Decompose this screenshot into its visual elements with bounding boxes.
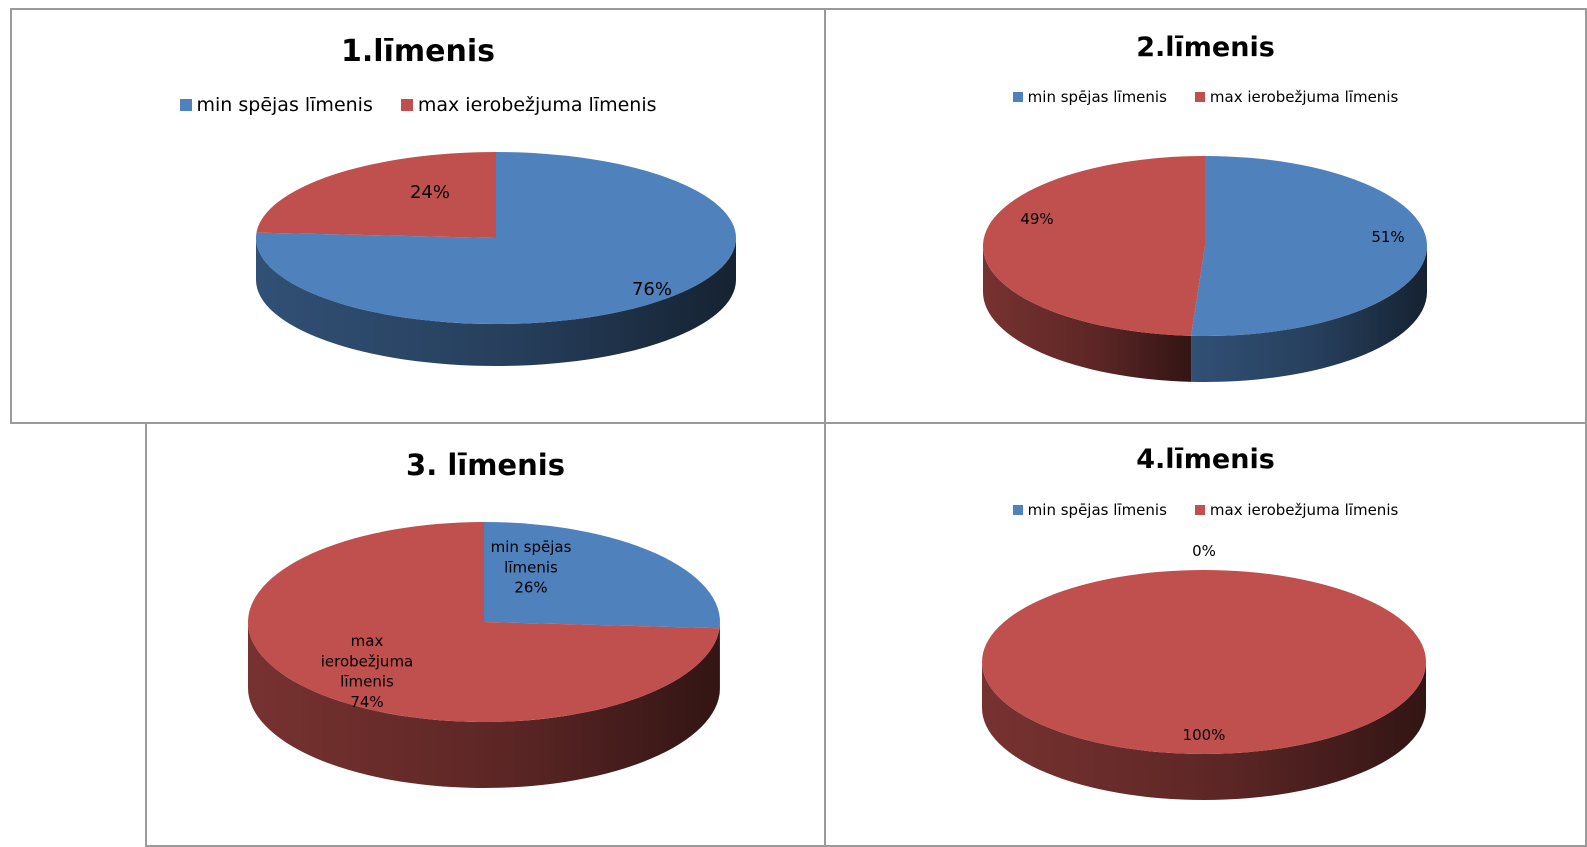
legend-2: min spējas līmenis max ierobežjuma līmen… [826, 88, 1585, 106]
legend-1: min spējas līmenis max ierobežjuma līmen… [12, 94, 824, 116]
pie-side-max-4 [982, 662, 1426, 800]
legend-entry-min-1: min spējas līmenis [179, 94, 373, 116]
pie-side-max-2 [983, 246, 1192, 382]
pie-slice-min-3 [484, 522, 720, 629]
pie-slice-max-1 [256, 152, 496, 238]
data-label-min-4: 0% [1192, 542, 1216, 560]
legend-4: min spējas līmenis max ierobežjuma līmen… [826, 501, 1585, 519]
data-label-min-3: min spējas līmenis 26% [491, 538, 572, 597]
chart-title-2: 2.līmenis [1136, 32, 1275, 63]
pie-slice-max-4 [982, 570, 1426, 754]
pie-slice-max-3 [247, 522, 720, 722]
legend-label-min-2: min spējas līmenis [1027, 88, 1167, 106]
legend-entry-max-1: max ierobežjuma līmenis [400, 94, 657, 116]
legend-entry-max-4: max ierobežjuma līmenis [1194, 501, 1399, 519]
chart-panel-3: 3. līmenis min spējas līmenis 26% max ierobe… [145, 422, 826, 847]
chart-panel-1: 1.līmenis min spējas līmenis max ierobež… [10, 8, 826, 424]
legend-entry-min-2: min spējas līmenis [1012, 88, 1167, 106]
chart-title-3: 3. līmenis [406, 448, 565, 482]
data-label-max-2: 49% [1020, 210, 1053, 228]
data-label-max-1: 24% [410, 182, 450, 203]
legend-entry-min-4: min spējas līmenis [1012, 501, 1167, 519]
pie-chart-3: min spējas līmenis 26% max ierobežjuma līmeni… [247, 522, 720, 788]
legend-swatch-max-2 [1194, 92, 1205, 102]
chart-title-1: 1.līmenis [341, 34, 495, 69]
legend-label-max-4: max ierobežjuma līmenis [1209, 501, 1399, 519]
legend-swatch-min-2 [1012, 92, 1023, 102]
legend-label-max-1: max ierobežjuma līmenis [417, 94, 657, 116]
legend-swatch-min-1 [179, 99, 192, 111]
chart-panel-2: 2.līmenis min spējas līmenis max ierobež… [824, 8, 1587, 424]
data-label-max-3: max ierobežjuma līmenis 74% [321, 632, 414, 711]
legend-swatch-min-4 [1012, 505, 1023, 515]
pie-slice-min-2 [1191, 156, 1427, 336]
pie-slice-max-2 [982, 156, 1205, 336]
pie-side-min-2 [1191, 246, 1427, 382]
pie-side-min-1 [256, 238, 736, 366]
data-label-min-1: 76% [632, 279, 672, 300]
pie-side-max-3 [248, 622, 720, 788]
pie-chart-1: 76% 24% [256, 152, 736, 366]
chart-panel-4: 4.līmenis min spējas līmenis max ierobež… [824, 422, 1587, 847]
legend-label-min-4: min spējas līmenis [1027, 501, 1167, 519]
data-label-min-2: 51% [1371, 228, 1404, 246]
legend-label-min-1: min spējas līmenis [196, 94, 373, 116]
legend-label-max-2: max ierobežjuma līmenis [1209, 88, 1399, 106]
pie-chart-4: 0% 100% [982, 542, 1426, 800]
data-label-max-4: 100% [1183, 726, 1226, 744]
legend-entry-max-2: max ierobežjuma līmenis [1194, 88, 1399, 106]
legend-swatch-max-4 [1194, 505, 1205, 515]
legend-swatch-max-1 [400, 99, 413, 111]
chart-title-4: 4.līmenis [1136, 444, 1275, 475]
pie-chart-2: 51% 49% [982, 156, 1427, 382]
